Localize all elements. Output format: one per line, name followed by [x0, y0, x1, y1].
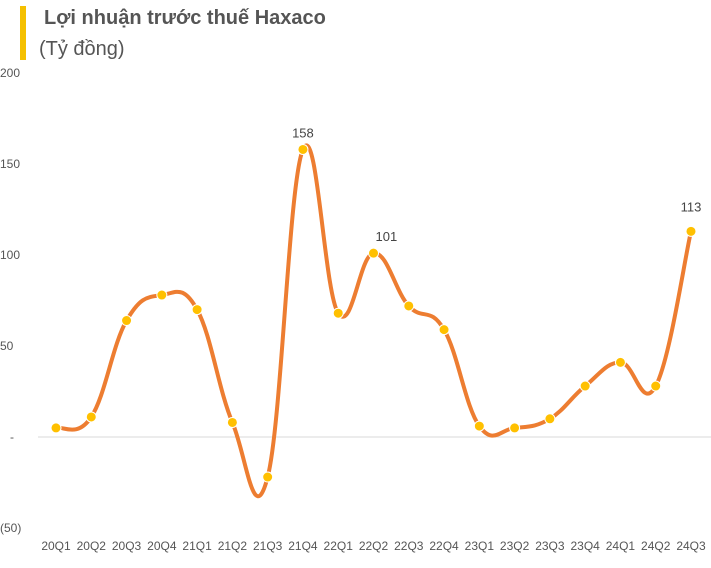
data-points — [50, 143, 697, 483]
x-tick-label: 23Q3 — [535, 539, 565, 553]
data-point — [226, 416, 238, 428]
data-point — [50, 422, 62, 434]
data-point — [332, 307, 344, 319]
data-point — [685, 225, 697, 237]
x-tick-label: 23Q2 — [500, 539, 530, 553]
y-tick-label: 100 — [0, 248, 20, 262]
data-point — [191, 304, 203, 316]
x-tick-label: 23Q1 — [465, 539, 495, 553]
x-tick-label: 20Q2 — [77, 539, 107, 553]
x-tick-label: 22Q4 — [429, 539, 459, 553]
chart-subtitle: (Tỷ đồng) — [39, 38, 125, 60]
y-tick-label: 200 — [0, 66, 20, 80]
data-point — [85, 411, 97, 423]
data-point — [438, 324, 450, 336]
x-tick-label: 20Q1 — [41, 539, 71, 553]
x-axis: 20Q1 20Q2 20Q3 20Q4 21Q1 21Q2 21Q3 21Q4 22Q1 22Q2… — [41, 539, 706, 553]
data-point — [579, 380, 591, 392]
data-label: 113 — [681, 199, 702, 214]
x-tick-label: 24Q2 — [641, 539, 671, 553]
data-point — [509, 422, 521, 434]
title-accent-bar — [20, 6, 26, 60]
y-tick-label: 150 — [0, 157, 20, 171]
y-tick-label: - — [10, 430, 14, 444]
y-tick-label: (50) — [0, 521, 21, 535]
x-tick-label: 24Q1 — [606, 539, 636, 553]
data-point — [368, 247, 379, 259]
data-label: 101 — [376, 229, 398, 244]
x-tick-label: 20Q3 — [112, 539, 142, 553]
data-point — [650, 380, 662, 392]
data-label: 158 — [292, 125, 314, 140]
x-tick-label: 21Q2 — [218, 539, 248, 553]
data-point — [473, 420, 485, 432]
x-tick-label: 22Q1 — [324, 539, 354, 553]
data-point — [297, 143, 309, 155]
x-tick-label: 21Q4 — [288, 539, 318, 553]
data-point — [262, 471, 274, 483]
y-axis: 200 150 100 50 - (50) — [0, 66, 21, 535]
data-point — [403, 300, 415, 312]
y-tick-label: 50 — [0, 339, 14, 353]
x-tick-label: 22Q2 — [359, 539, 389, 553]
chart-title: Lợi nhuận trước thuế Haxaco — [44, 7, 326, 29]
x-tick-label: 23Q4 — [570, 539, 600, 553]
data-point — [121, 315, 133, 327]
x-tick-label: 20Q4 — [147, 539, 177, 553]
x-tick-label: 21Q3 — [253, 539, 283, 553]
data-labels: 158 101 113 — [292, 125, 701, 244]
data-point — [544, 413, 556, 425]
data-point — [156, 289, 168, 301]
x-tick-label: 24Q3 — [676, 539, 706, 553]
x-tick-label: 22Q3 — [394, 539, 424, 553]
data-point — [614, 356, 626, 368]
x-tick-label: 21Q1 — [182, 539, 212, 553]
series-line — [54, 143, 693, 499]
